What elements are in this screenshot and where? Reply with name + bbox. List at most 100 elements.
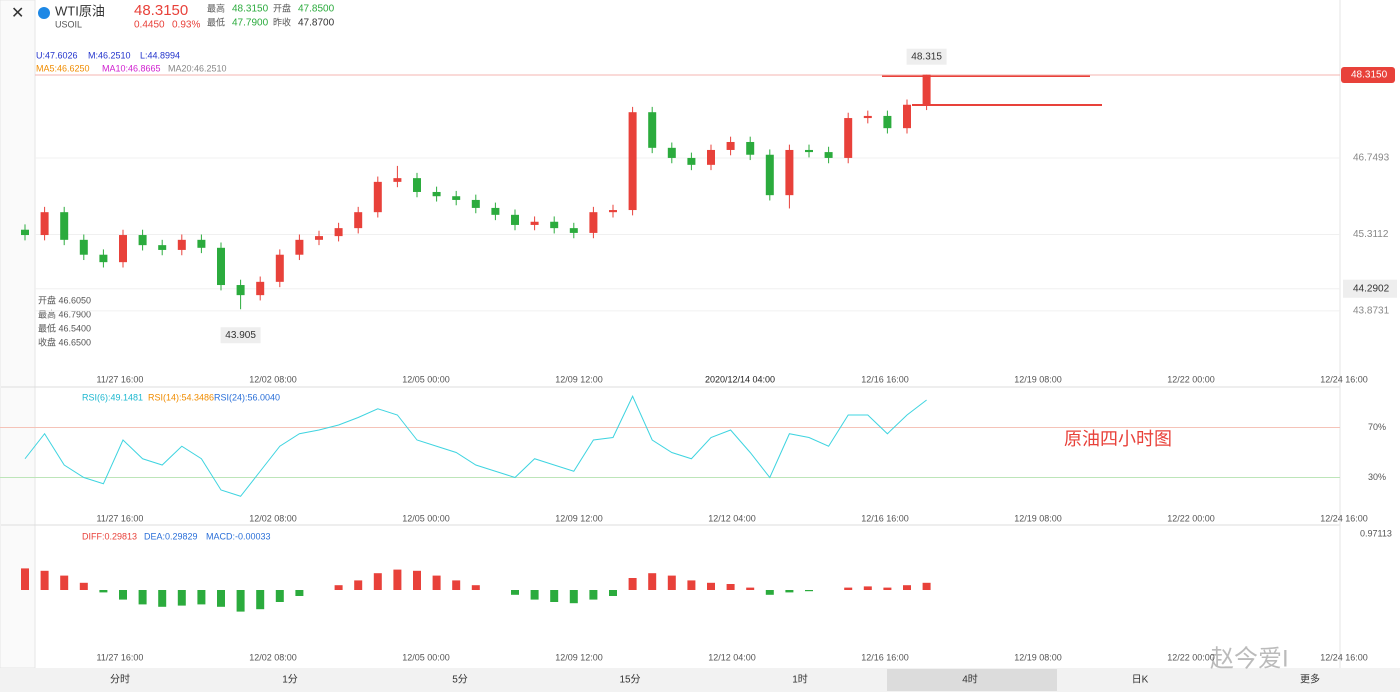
- candle-body: [217, 247, 225, 286]
- macd-bar: [158, 590, 167, 607]
- candle-body: [667, 147, 676, 158]
- candle-body: [119, 235, 127, 263]
- candle-body: [805, 149, 813, 153]
- price-level: 43.8731: [1353, 306, 1390, 317]
- time-label: 12/12 04:00: [708, 513, 756, 523]
- macd-bar: [21, 568, 29, 590]
- macd-top-label: 0.97113: [1360, 528, 1392, 538]
- macd-bar: [79, 582, 88, 590]
- candle-body: [609, 210, 617, 213]
- candle-body: [903, 104, 911, 129]
- tab[interactable]: 5分: [452, 674, 468, 686]
- ohlc-info: 收盘 46.6500: [38, 336, 91, 347]
- candle-body: [79, 239, 88, 255]
- macd-bar: [373, 573, 382, 590]
- left-toolbar: [0, 0, 36, 669]
- candle-body: [550, 221, 559, 229]
- low-label: 43.905: [225, 330, 256, 341]
- candle-body: [315, 236, 323, 240]
- macd-bar: [452, 580, 461, 590]
- stat-value: 47.8700: [298, 18, 335, 29]
- candle-body: [256, 281, 265, 296]
- candle-body: [99, 254, 108, 263]
- macd-bar: [922, 582, 931, 590]
- candle-body: [765, 154, 774, 196]
- macd-bar: [589, 590, 598, 600]
- time-label: 12/22 00:00: [1167, 374, 1215, 384]
- rsi-tick: 30%: [1368, 472, 1386, 482]
- time-label: 12/19 08:00: [1014, 652, 1062, 662]
- macd-bar: [99, 590, 108, 593]
- macd-bar: [530, 590, 539, 600]
- time-label: 12/19 08:00: [1014, 374, 1062, 384]
- candle-body: [334, 228, 343, 237]
- macd-bar: [883, 587, 892, 590]
- high-label: 48.315: [911, 51, 942, 62]
- candle-body: [883, 115, 892, 129]
- time-label: 12/24 16:00: [1320, 513, 1368, 523]
- ma-label: MA5:46.6250: [36, 63, 90, 73]
- macd-bar: [903, 585, 911, 590]
- macd-bar: [765, 590, 774, 595]
- low-label-bg: [220, 327, 261, 344]
- macd-bar: [569, 590, 578, 604]
- price: 48.3150: [134, 2, 188, 19]
- tab-bar: [0, 668, 1400, 692]
- time-label: 12/05 00:00: [402, 374, 450, 384]
- boll-label: M:46.2510: [88, 50, 131, 60]
- macd-bar: [726, 584, 735, 590]
- macd-bar: [334, 585, 343, 590]
- candle-body: [177, 239, 186, 250]
- time-label: 12/09 12:00: [555, 513, 603, 523]
- candle-body: [354, 212, 363, 229]
- candle-body: [824, 152, 833, 158]
- symbol[interactable]: WTI原油: [55, 3, 105, 18]
- macd-bar: [60, 575, 69, 590]
- macd-bar: [275, 590, 284, 602]
- tab[interactable]: 4时: [962, 674, 978, 686]
- time-label: 12/09 12:00: [555, 652, 603, 662]
- time-label: 12/12 04:00: [708, 652, 756, 662]
- rsi-label: RSI(14):54.3486: [148, 392, 214, 402]
- time-label: 12/09 12:00: [555, 374, 603, 384]
- time-label: 12/22 00:00: [1167, 652, 1215, 662]
- tab[interactable]: 15分: [619, 674, 640, 686]
- candle-body: [138, 235, 147, 246]
- price-level: 45.3112: [1353, 229, 1389, 240]
- candle-body: [726, 141, 735, 150]
- macd-label: DEA:0.29829: [144, 531, 198, 541]
- macd-bar: [707, 582, 715, 590]
- candle-body: [452, 196, 461, 200]
- time-label: 12/24 16:00: [1320, 374, 1368, 384]
- change-pct: 0.93%: [172, 20, 200, 31]
- candle-body: [589, 212, 598, 233]
- ohlc-info: 最低 46.5400: [38, 322, 91, 333]
- macd-bar: [805, 590, 813, 592]
- macd-bar: [648, 573, 657, 590]
- close-icon[interactable]: ✕: [11, 5, 24, 22]
- boll-label: U:47.6026: [36, 50, 78, 60]
- tab[interactable]: 分时: [110, 674, 130, 686]
- tab[interactable]: 1分: [282, 674, 298, 686]
- macd-bar: [785, 590, 794, 593]
- time-label: 11/27 16:00: [97, 513, 144, 523]
- macd-bar: [687, 580, 696, 590]
- stat-label: 开盘: [273, 2, 291, 13]
- tab[interactable]: 1时: [792, 674, 808, 686]
- macd-bar: [295, 590, 304, 596]
- candle-body: [197, 239, 206, 248]
- tab[interactable]: 更多: [1300, 673, 1320, 686]
- candle-body: [21, 229, 29, 236]
- candle-body: [511, 214, 519, 225]
- time-label: 11/27 16:00: [97, 374, 144, 384]
- ma-label: MA10:46.8665: [102, 63, 161, 73]
- candle-body: [295, 239, 304, 255]
- time-label: 12/02 08:00: [249, 652, 297, 662]
- macd-bar: [393, 569, 402, 590]
- macd-bar: [550, 590, 559, 602]
- tab[interactable]: 日K: [1132, 675, 1149, 686]
- macd-label: DIFF:0.29813: [82, 531, 137, 541]
- candle-body: [236, 285, 245, 296]
- macd-bar: [256, 590, 265, 610]
